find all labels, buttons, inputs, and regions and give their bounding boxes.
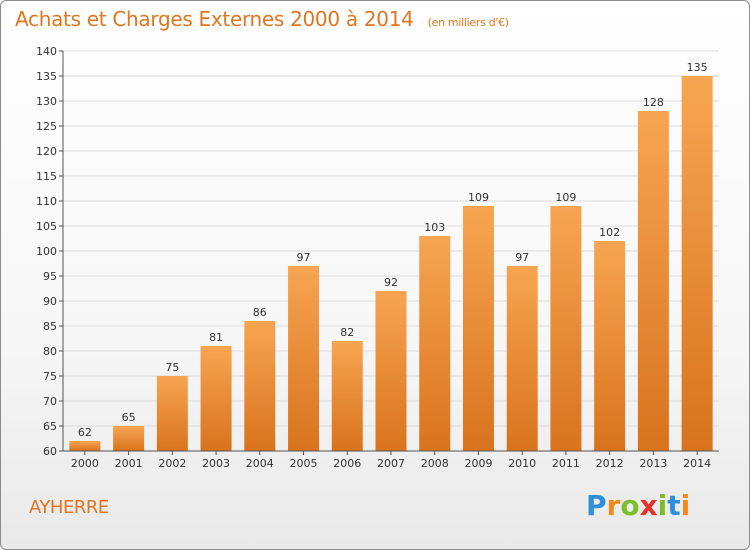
x-tick-label: 2014 — [683, 457, 711, 470]
logo-letter: t — [667, 489, 681, 522]
chart-title: Achats et Charges Externes 2000 à 2014 (… — [15, 7, 509, 31]
y-tick-label: 65 — [43, 420, 57, 433]
x-tick-label: 2001 — [115, 457, 143, 470]
logo-letter: o — [620, 489, 640, 522]
x-tick-label: 2006 — [333, 457, 361, 470]
data-label-2007: 92 — [384, 276, 398, 289]
data-label-2014: 135 — [687, 61, 708, 74]
x-tick-label: 2011 — [552, 457, 580, 470]
data-label-2008: 103 — [424, 221, 445, 234]
chart-subtitle: (en milliers d'€) — [427, 16, 509, 29]
bars: 62 65 75 81 86 97 82 92 103 109 97 109 102 128 135 — [69, 61, 713, 451]
bar-2004 — [244, 321, 276, 451]
y-tick-label: 75 — [43, 370, 57, 383]
x-tick-label: 2008 — [421, 457, 449, 470]
bar-2011 — [550, 206, 582, 451]
data-label-2006: 82 — [340, 326, 354, 339]
bar-2006 — [331, 341, 363, 451]
y-tick-label: 95 — [43, 270, 57, 283]
data-label-2009: 109 — [468, 191, 489, 204]
y-tick-label: 100 — [36, 245, 57, 258]
chart-title-text: Achats et Charges Externes 2000 à 2014 — [15, 7, 414, 31]
bar-2007 — [375, 291, 407, 451]
bar-2013 — [637, 111, 669, 451]
y-tick-label: 90 — [43, 295, 57, 308]
bar-2009 — [462, 206, 494, 451]
y-tick-label: 85 — [43, 320, 57, 333]
y-tick-label: 110 — [36, 195, 57, 208]
logo-letter: r — [606, 489, 621, 522]
x-tick-label: 2007 — [377, 457, 405, 470]
data-label-2011: 109 — [555, 191, 576, 204]
x-tick-label: 2000 — [71, 457, 99, 470]
y-tick-label: 135 — [36, 70, 57, 83]
y-tick-label: 115 — [36, 170, 57, 183]
bar-2008 — [419, 236, 451, 451]
bar-2002 — [156, 376, 188, 451]
x-tick-label: 2005 — [290, 457, 318, 470]
logo-letter: P — [586, 489, 607, 522]
x-tick-label: 2010 — [508, 457, 536, 470]
data-label-2013: 128 — [643, 96, 664, 109]
data-label-2002: 75 — [165, 361, 179, 374]
logo-letter: i — [680, 489, 691, 522]
x-tick-label: 2012 — [596, 457, 624, 470]
data-label-2001: 65 — [122, 411, 136, 424]
bar-2003 — [200, 346, 232, 451]
data-label-2003: 81 — [209, 331, 223, 344]
y-tick-label: 105 — [36, 220, 57, 233]
data-label-2000: 62 — [78, 426, 92, 439]
x-tick-label: 2009 — [464, 457, 492, 470]
y-tick-label: 120 — [36, 145, 57, 158]
x-tick-label: 2013 — [639, 457, 667, 470]
bar-2012 — [594, 241, 626, 451]
proxiti-logo: Proxiti — [586, 489, 690, 522]
y-tick-label: 60 — [43, 445, 57, 458]
x-tick-label: 2003 — [202, 457, 230, 470]
y-tick-label: 140 — [36, 45, 57, 58]
y-tick-label: 70 — [43, 395, 57, 408]
commune-name: AYHERRE — [29, 497, 109, 518]
y-tick-label: 130 — [36, 95, 57, 108]
bar-2014 — [681, 76, 713, 451]
logo-letter: x — [639, 489, 658, 522]
bar-2001 — [113, 426, 145, 451]
x-tick-label: 2002 — [158, 457, 186, 470]
data-label-2005: 97 — [297, 251, 311, 264]
logo-letter: i — [657, 489, 668, 522]
bar-2000 — [69, 441, 101, 451]
axes: 60 65 70 75 80 85 90 95 100 105 110 115 120 125 130 135… — [36, 45, 719, 470]
x-tick-label: 2004 — [246, 457, 274, 470]
data-label-2010: 97 — [515, 251, 529, 264]
data-label-2004: 86 — [253, 306, 267, 319]
bar-2010 — [506, 266, 538, 451]
y-tick-label: 80 — [43, 345, 57, 358]
data-label-2012: 102 — [599, 226, 620, 239]
y-tick-label: 125 — [36, 120, 57, 133]
bar-2005 — [288, 266, 320, 451]
